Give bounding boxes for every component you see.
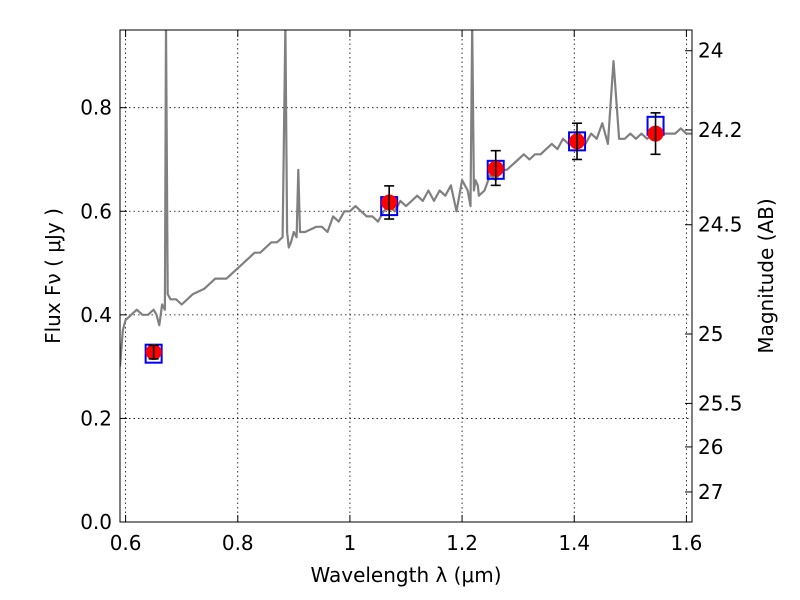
right-axis-label-text: Magnitude (AB) [754,198,778,353]
plot-frame [119,29,693,523]
x-tick-label: 1 [344,531,357,555]
ticks: 0.6 0.8 1 1.2 1.4 1.6 0.0 0.2 0.4 0.6 0.8 24 24.2 24.… [80,30,743,555]
y-tick-label: 0.8 [80,96,112,120]
right-tick-label: 24 [698,39,723,63]
right-tick-label: 24.5 [698,213,743,237]
right-tick-label: 27 [698,480,723,504]
y-axis-label: Flux Fν ( μJy ) [41,208,65,344]
right-axis-label: Magnitude (AB) [754,198,778,353]
right-tick-label: 25.5 [698,391,743,415]
y-tick-label: 0.4 [80,303,112,327]
right-tick-label: 26 [698,435,723,459]
x-tick-label: 0.6 [110,531,142,555]
x-tick-label: 1.2 [446,531,478,555]
plot-area [120,30,692,367]
x-tick-label: 0.8 [222,531,254,555]
y-axis-label-text: Flux Fν ( μJy ) [41,208,65,344]
x-axis-label-text: Wavelength λ (μm) [310,563,501,587]
right-tick-label: 24.2 [698,118,743,142]
x-tick-label: 1.4 [558,531,590,555]
x-axis-label: Wavelength λ (μm) [310,563,501,587]
spectrum-line [120,30,692,367]
x-tick-label: 1.6 [670,531,702,555]
right-tick-label: 25 [698,322,723,346]
y-tick-label: 0.6 [80,199,112,223]
y-tick-label: 0.2 [80,406,112,430]
grid [120,30,692,523]
y-tick-label: 0.0 [80,510,112,534]
